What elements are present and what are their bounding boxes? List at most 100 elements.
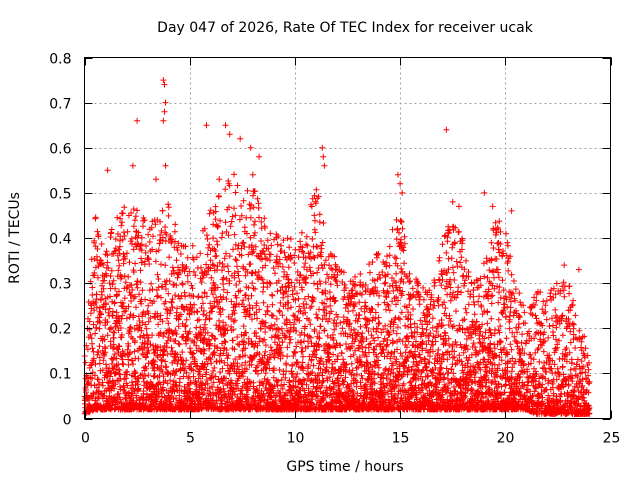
data-point (128, 235, 135, 242)
data-point (165, 327, 171, 334)
data-point (222, 339, 229, 346)
data-point (128, 394, 135, 400)
data-point (103, 248, 110, 255)
data-point (92, 264, 99, 271)
data-point (138, 247, 145, 254)
data-point (168, 344, 175, 351)
data-point (311, 280, 317, 287)
data-point (143, 325, 150, 332)
data-point (206, 210, 213, 217)
data-point (295, 295, 302, 302)
data-point (339, 325, 346, 332)
data-point (110, 335, 117, 341)
data-point (386, 307, 393, 314)
data-point (247, 261, 254, 267)
data-point (297, 238, 304, 245)
data-point (121, 273, 128, 280)
data-point (130, 269, 137, 275)
data-point (115, 267, 122, 274)
data-point (416, 301, 423, 308)
data-point (125, 361, 132, 368)
data-point (357, 271, 364, 277)
data-point (198, 279, 205, 286)
data-point (96, 325, 103, 332)
data-point (105, 309, 112, 316)
data-point (118, 315, 125, 322)
data-point (146, 261, 153, 267)
data-point (262, 329, 269, 335)
data-point (252, 286, 258, 292)
data-point (132, 260, 139, 267)
data-point (148, 280, 155, 287)
data-point (99, 291, 105, 298)
data-point (114, 214, 121, 221)
data-point (247, 214, 254, 221)
data-point (220, 319, 227, 326)
data-point (278, 325, 285, 332)
data-point (261, 215, 268, 222)
data-point (237, 287, 244, 294)
data-point (154, 364, 161, 371)
data-point (278, 242, 284, 249)
data-point (222, 219, 229, 226)
data-point (116, 320, 123, 327)
data-point (127, 324, 133, 331)
data-point (250, 285, 257, 292)
data-point (338, 350, 345, 357)
data-point (143, 365, 150, 372)
data-point (124, 228, 131, 235)
data-point (386, 243, 393, 250)
data-point (165, 212, 172, 219)
data-point (112, 247, 119, 254)
data-point (157, 218, 164, 225)
data-point (454, 263, 461, 270)
data-point (169, 264, 176, 271)
data-point (144, 340, 151, 346)
data-point (129, 286, 136, 293)
data-point (163, 231, 170, 238)
data-point (135, 232, 142, 239)
data-point (298, 229, 305, 236)
data-point (120, 251, 127, 258)
data-point (117, 375, 124, 382)
data-point (230, 246, 236, 253)
data-point (457, 259, 464, 266)
data-point (462, 305, 469, 312)
data-point (316, 211, 323, 218)
data-point (382, 366, 389, 373)
data-point (217, 293, 224, 300)
data-point (115, 257, 122, 264)
data-point (287, 236, 294, 242)
data-point (151, 298, 157, 305)
data-point (97, 319, 104, 326)
data-point (253, 364, 260, 371)
data-point (210, 262, 217, 269)
data-point (162, 364, 169, 371)
data-point (456, 322, 463, 329)
data-point (393, 330, 400, 337)
data-point (434, 298, 441, 304)
data-point (160, 387, 167, 394)
data-point (307, 321, 314, 328)
data-point (393, 255, 400, 262)
data-point (127, 324, 134, 331)
data-point (160, 333, 167, 340)
data-point (251, 221, 257, 228)
data-point (135, 386, 142, 393)
data-point (248, 292, 255, 299)
data-point (97, 257, 104, 263)
data-point (401, 233, 408, 240)
data-point (435, 302, 442, 309)
data-point (334, 353, 341, 359)
data-point (141, 217, 148, 224)
data-point (241, 224, 248, 231)
data-point (99, 382, 106, 389)
data-point (97, 257, 104, 264)
data-point (159, 318, 166, 325)
data-point (88, 335, 95, 342)
chart-title: Day 047 of 2026, Rate Of TEC Index for r… (157, 20, 534, 36)
data-point (285, 264, 292, 271)
data-point (406, 296, 413, 302)
data-point (107, 338, 114, 345)
